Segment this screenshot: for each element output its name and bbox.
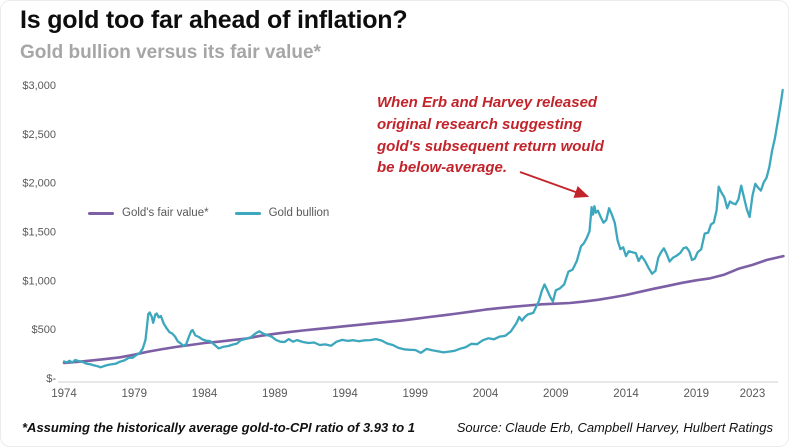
x-axis-tick-label: 1989 — [262, 388, 288, 400]
source-credit: Source: Claude Erb, Campbell Harvey, Hul… — [456, 420, 773, 435]
x-axis-tick-label: 1994 — [332, 388, 358, 400]
chart-subtitle: Gold bullion versus its fair value* — [20, 42, 321, 63]
x-axis-tick-label: 2009 — [543, 388, 569, 400]
fair-value-line-swatch — [88, 211, 114, 215]
x-axis-tick-label: 2004 — [473, 388, 499, 400]
annotation-line: original research suggesting — [377, 115, 583, 133]
bullion-legend-label: Gold bullion — [268, 207, 330, 219]
y-axis-tick-label: $2,500 — [22, 129, 56, 141]
legend-item-bullion: Gold bullion — [234, 207, 330, 219]
x-axis-tick-label: 1974 — [51, 388, 77, 400]
y-axis-tick-label: $3,000 — [22, 80, 56, 92]
x-axis-tick-label: 2014 — [613, 388, 639, 400]
y-axis-tick-label: $- — [46, 373, 56, 385]
footnote: *Assuming the historically average gold-… — [22, 420, 415, 435]
legend-item-fair-value: Gold's fair value* — [88, 207, 209, 219]
bullion-line-swatch — [234, 211, 261, 215]
annotation-arrow — [519, 171, 590, 198]
x-axis-tick-label: 2019 — [683, 388, 709, 400]
y-axis-tick-label: $1,500 — [22, 226, 56, 238]
x-axis-tick-label: 1984 — [192, 388, 218, 400]
annotation-line: gold's subsequent return would — [377, 137, 604, 155]
annotation-line: When Erb and Harvey released — [377, 94, 598, 111]
fair-value-line — [62, 254, 785, 365]
fair-value-legend-label: Gold's fair value* — [122, 207, 209, 219]
page-title: Is gold too far ahead of inflation? — [20, 6, 408, 34]
annotation-line: be below-average. — [377, 159, 508, 177]
chart-legend: Gold's fair value* Gold bullion — [88, 207, 329, 219]
y-axis-tick-label: $500 — [32, 324, 56, 336]
annotation-callout: When Erb and Harvey released original re… — [377, 92, 604, 179]
x-axis-tick-label: 1979 — [121, 388, 147, 400]
x-axis-tick-label: 2023 — [740, 388, 766, 400]
y-axis-tick-label: $2,000 — [22, 178, 56, 190]
bullion-line — [62, 88, 784, 369]
x-axis-tick-label: 1999 — [402, 388, 428, 400]
y-axis-tick-label: $1,000 — [22, 275, 56, 287]
